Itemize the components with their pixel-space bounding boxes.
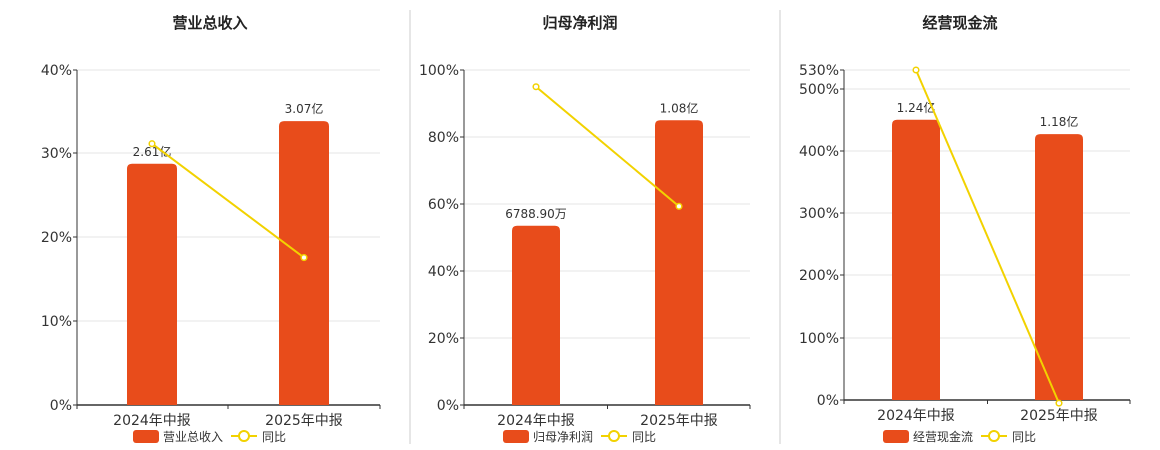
y-tick-label: 40% xyxy=(428,264,459,280)
bar-value-label: 6788.90万 xyxy=(505,207,567,221)
legend-line-marker xyxy=(988,430,1000,442)
yoy-point xyxy=(300,254,308,262)
legend-bar-swatch xyxy=(133,430,159,443)
y-tick-label: 400% xyxy=(799,144,839,160)
yoy-line xyxy=(915,69,1060,404)
yoy-point xyxy=(148,140,156,148)
chart-title: 营业总收入 xyxy=(172,14,247,32)
y-tick-label: 100% xyxy=(419,63,459,79)
bar-value-label: 2.61亿 xyxy=(133,144,172,159)
legend-bar-label: 营业总收入 xyxy=(163,430,223,444)
bar xyxy=(892,119,940,401)
bar-value-label: 1.24亿 xyxy=(897,100,936,115)
y-tick-label: 20% xyxy=(428,331,459,347)
bar xyxy=(279,121,329,406)
y-tick-label: 200% xyxy=(799,268,839,284)
bar xyxy=(127,163,177,405)
y-tick-label: 20% xyxy=(41,230,72,246)
legend-bar-label: 经营现金流 xyxy=(913,429,973,444)
yoy-point xyxy=(912,66,920,74)
bar xyxy=(512,225,560,405)
yoy-line xyxy=(151,142,305,259)
x-category-label: 2024年中报 xyxy=(497,413,575,429)
y-tick-label: 30% xyxy=(41,146,72,162)
y-tick-label: 10% xyxy=(41,314,72,330)
x-category-label: 2025年中报 xyxy=(1020,408,1098,424)
legend-line-label: 同比 xyxy=(262,430,286,444)
bar xyxy=(1035,134,1083,400)
chart-title: 经营现金流 xyxy=(922,14,997,32)
legend-line-marker xyxy=(238,430,250,442)
yoy-line xyxy=(535,85,680,208)
y-tick-label: 0% xyxy=(817,393,839,409)
legend-line-label: 同比 xyxy=(1012,430,1036,444)
y-tick-label: 0% xyxy=(50,398,72,414)
y-tick-label: 80% xyxy=(428,130,459,146)
y-tick-label: 500% xyxy=(799,82,839,98)
bar-value-label: 3.07亿 xyxy=(285,101,324,116)
chart-title: 归母净利润 xyxy=(542,14,617,32)
y-tick-label: 60% xyxy=(428,197,459,213)
bar-value-label: 1.08亿 xyxy=(660,100,699,115)
yoy-point xyxy=(1055,399,1063,407)
legend-line-label: 同比 xyxy=(632,430,656,444)
y-tick-label: 100% xyxy=(799,331,839,347)
legend-bar-swatch xyxy=(883,430,909,443)
legend-bar-label: 归母净利润 xyxy=(533,430,593,444)
y-tick-label: 300% xyxy=(799,206,839,222)
y-tick-label: 530% xyxy=(799,63,839,79)
bar-value-label: 1.18亿 xyxy=(1040,114,1079,129)
x-category-label: 2024年中报 xyxy=(877,408,955,424)
y-tick-label: 40% xyxy=(41,63,72,79)
yoy-point xyxy=(675,202,683,210)
legend-line-marker xyxy=(608,430,620,442)
x-category-label: 2024年中报 xyxy=(113,413,191,429)
x-category-label: 2025年中报 xyxy=(640,413,718,429)
x-category-label: 2025年中报 xyxy=(265,413,343,429)
legend-bar-swatch xyxy=(503,430,529,443)
y-tick-label: 0% xyxy=(437,398,459,414)
yoy-point xyxy=(532,83,540,91)
bar xyxy=(655,120,703,405)
